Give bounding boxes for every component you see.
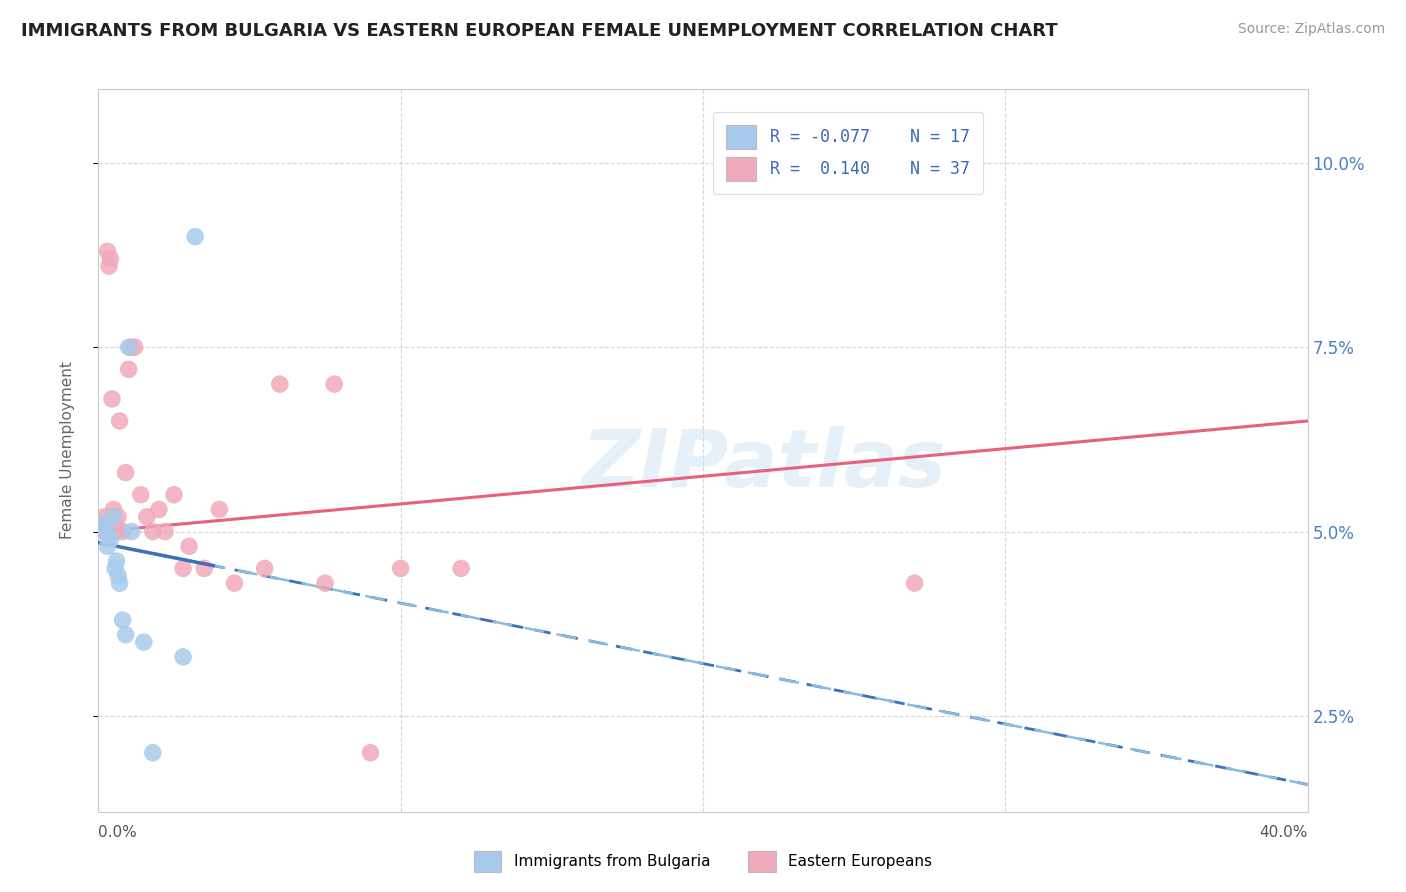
Point <box>114 628 136 642</box>
Point <box>111 524 134 539</box>
Point <box>142 524 165 539</box>
Point <box>121 524 143 539</box>
Point <box>224 576 246 591</box>
Point <box>107 569 129 583</box>
Point <box>269 377 291 392</box>
Point <box>163 488 186 502</box>
Point <box>389 561 412 575</box>
Point <box>107 509 129 524</box>
Point <box>450 561 472 575</box>
Text: ZIPatlas: ZIPatlas <box>581 425 946 504</box>
Point <box>253 561 276 575</box>
Point <box>105 554 128 568</box>
Text: 0.0%: 0.0% <box>98 825 138 840</box>
Point <box>118 340 141 354</box>
Point <box>179 539 201 553</box>
Point <box>103 509 125 524</box>
Point <box>91 517 114 532</box>
Point <box>91 524 114 539</box>
Point <box>172 649 194 664</box>
Point <box>172 561 194 575</box>
Point <box>90 517 112 532</box>
Point <box>132 635 155 649</box>
Point <box>314 576 336 591</box>
Point <box>108 576 131 591</box>
Point <box>148 502 170 516</box>
Point <box>129 488 152 502</box>
Point <box>108 414 131 428</box>
Point <box>184 229 207 244</box>
Point <box>104 561 127 575</box>
Point <box>153 524 176 539</box>
Point <box>100 532 122 546</box>
Point <box>94 524 117 539</box>
Point <box>111 613 134 627</box>
Point <box>96 244 118 259</box>
Point <box>101 392 124 406</box>
Text: 40.0%: 40.0% <box>1260 825 1308 840</box>
Point <box>98 259 121 273</box>
Point <box>142 746 165 760</box>
Point <box>93 509 115 524</box>
Point <box>904 576 927 591</box>
Point <box>124 340 146 354</box>
Point <box>100 252 122 266</box>
Point <box>208 502 231 516</box>
Point <box>323 377 346 392</box>
Y-axis label: Female Unemployment: Female Unemployment <box>60 361 75 540</box>
Point <box>105 524 128 539</box>
Point <box>121 340 143 354</box>
Point <box>135 509 157 524</box>
Point <box>104 517 127 532</box>
Point <box>360 746 382 760</box>
Point <box>94 524 117 539</box>
Point <box>96 539 118 553</box>
Point <box>103 502 125 516</box>
Text: IMMIGRANTS FROM BULGARIA VS EASTERN EUROPEAN FEMALE UNEMPLOYMENT CORRELATION CHA: IMMIGRANTS FROM BULGARIA VS EASTERN EURO… <box>21 22 1057 40</box>
Point <box>118 362 141 376</box>
Text: Source: ZipAtlas.com: Source: ZipAtlas.com <box>1237 22 1385 37</box>
Legend: R = -0.077    N = 17, R =  0.140    N = 37: R = -0.077 N = 17, R = 0.140 N = 37 <box>713 112 983 194</box>
Point <box>114 466 136 480</box>
Point <box>193 561 215 575</box>
Legend: Immigrants from Bulgaria, Eastern Europeans: Immigrants from Bulgaria, Eastern Europe… <box>467 843 939 880</box>
